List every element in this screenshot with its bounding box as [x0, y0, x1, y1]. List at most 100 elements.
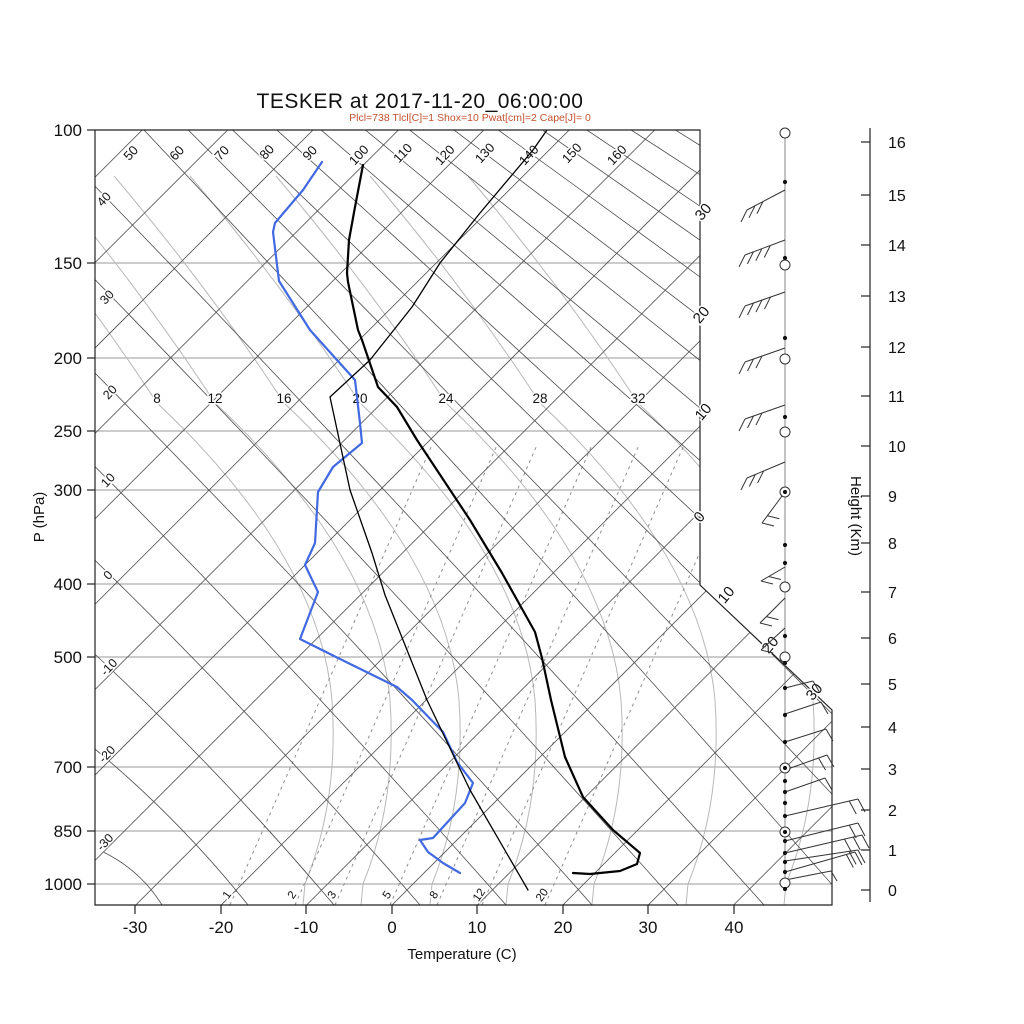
- isotherm-line: [95, 130, 756, 905]
- wind-barb-staff: [784, 870, 832, 881]
- dewpoint-curve: [271, 160, 475, 875]
- dry-adiabat-top-label: 60: [166, 143, 187, 164]
- wind-barb-staff: [761, 491, 786, 524]
- level-dot-marker: [782, 685, 788, 691]
- dry-adiabat-line: [95, 130, 832, 905]
- height-tick-label: 7: [888, 585, 897, 602]
- dry-adiabat-line: [486, 130, 832, 905]
- level-circle-marker: [779, 651, 791, 663]
- level-dot-marker: [782, 489, 788, 495]
- height-tick-label: 10: [888, 439, 906, 456]
- isotherm-line: [647, 130, 832, 905]
- mixing-ratio-bottom-label: 2: [286, 889, 300, 901]
- mixing-ratio-bottom-label: 20: [534, 887, 551, 904]
- pressure-tick-label: 150: [54, 254, 82, 273]
- moist-adiabat-line: [95, 175, 334, 905]
- dry-adiabat-line: [290, 130, 832, 905]
- wind-barb-feather: [756, 201, 764, 214]
- pressure-tick-label: 1000: [44, 875, 82, 894]
- wind-barb-feather: [760, 649, 774, 654]
- height-tick-label: 15: [888, 188, 906, 205]
- temperature-tick-label: 30: [639, 918, 658, 937]
- temperature-tick-label: 20: [554, 918, 573, 937]
- dry-adiabat-left-label: -20: [96, 743, 119, 766]
- dry-adiabat-line: [95, 329, 593, 905]
- dry-adiabat-line: [408, 130, 832, 905]
- wind-barb-feather: [764, 296, 771, 310]
- dry-adiabat-left-label: 20: [100, 382, 120, 402]
- wind-barb-staff: [784, 701, 822, 715]
- level-dot-marker: [782, 560, 788, 566]
- pressure-tick-label: 300: [54, 481, 82, 500]
- isotherm-line: [95, 130, 500, 905]
- dry-adiabat-top-label: 110: [390, 140, 415, 165]
- moist-adiabat-line: [467, 175, 815, 905]
- wind-barb-staff: [744, 347, 786, 363]
- temperature-tick-label: 40: [725, 918, 744, 937]
- isotherm-line: [391, 130, 832, 905]
- isotherm-line: [95, 130, 414, 905]
- wind-barb-staff: [744, 404, 786, 420]
- moist-adiabat-row-label: 24: [438, 391, 454, 406]
- height-tick-label: 1: [888, 843, 897, 860]
- dry-adiabat-line: [95, 904, 115, 905]
- wind-barb-feather: [766, 616, 779, 621]
- level-dot-marker: [782, 829, 788, 835]
- height-tick-label: 2: [888, 803, 897, 820]
- height-tick-label: 0: [888, 883, 897, 900]
- wind-barb-feather: [825, 728, 834, 742]
- plot-border: [94, 129, 833, 906]
- dry-adiabat-line: [95, 433, 507, 905]
- temperature-curve: [345, 163, 642, 876]
- wind-barb: [738, 291, 786, 319]
- wind-barb-feather: [747, 358, 754, 372]
- wind-barb-feather: [854, 851, 863, 866]
- wind-barb: [784, 701, 829, 715]
- level-circle-marker: [779, 353, 791, 365]
- wind-barb: [759, 597, 786, 627]
- mixing-ratio-line: [389, 444, 593, 905]
- level-dot-marker: [782, 800, 788, 806]
- wedge-edge-label: 20: [759, 633, 783, 657]
- wind-barb-feather: [755, 412, 763, 426]
- wind-barb-feather: [845, 854, 854, 868]
- wind-barb-feather: [824, 777, 833, 791]
- height-tick-label: 12: [888, 340, 906, 357]
- dry-adiabat-line: [95, 130, 832, 905]
- wind-barb: [784, 728, 834, 743]
- level-dot-marker: [782, 859, 788, 865]
- level-dot-marker: [782, 850, 788, 856]
- dry-adiabat-line: [95, 904, 125, 905]
- wind-barb-feather: [857, 849, 866, 864]
- wind-barb: [760, 627, 786, 654]
- pressure-tick-label: 200: [54, 349, 82, 368]
- wind-barb-staff: [784, 834, 863, 854]
- dry-adiabat-top-label: 100: [346, 142, 372, 168]
- moist-adiabat-line: [95, 175, 392, 905]
- dry-adiabat-line: [95, 224, 679, 905]
- level-dot-marker: [782, 712, 788, 718]
- wind-barb-feather: [759, 622, 773, 627]
- wind-barb-feather: [768, 575, 781, 580]
- wind-barb: [738, 239, 786, 268]
- dry-adiabat-left-label: 0: [101, 568, 116, 583]
- dry-adiabat-line: [95, 642, 335, 905]
- wind-barb-feather: [820, 701, 829, 715]
- dry-adiabat-line: [134, 130, 832, 905]
- wind-barb: [784, 870, 838, 882]
- mixing-ratio-line: [229, 444, 433, 905]
- level-dot-marker: [782, 789, 788, 795]
- height-tick-label: 6: [888, 631, 897, 648]
- mixing-ratio-bottom-label: 12: [471, 887, 488, 904]
- mixing-ratio-bottom-label: 8: [428, 889, 442, 901]
- temperature-tick-label: 0: [387, 918, 396, 937]
- wind-barb-feather: [748, 205, 756, 219]
- height-tick-label: 4: [888, 720, 897, 737]
- wind-barb: [784, 680, 821, 694]
- level-circle-marker: [779, 259, 791, 271]
- moist-adiabat-line: [113, 175, 461, 905]
- moist-adiabat-line: [369, 175, 717, 905]
- pressure-tick-label: 400: [54, 575, 82, 594]
- dry-adiabat-line: [95, 747, 249, 905]
